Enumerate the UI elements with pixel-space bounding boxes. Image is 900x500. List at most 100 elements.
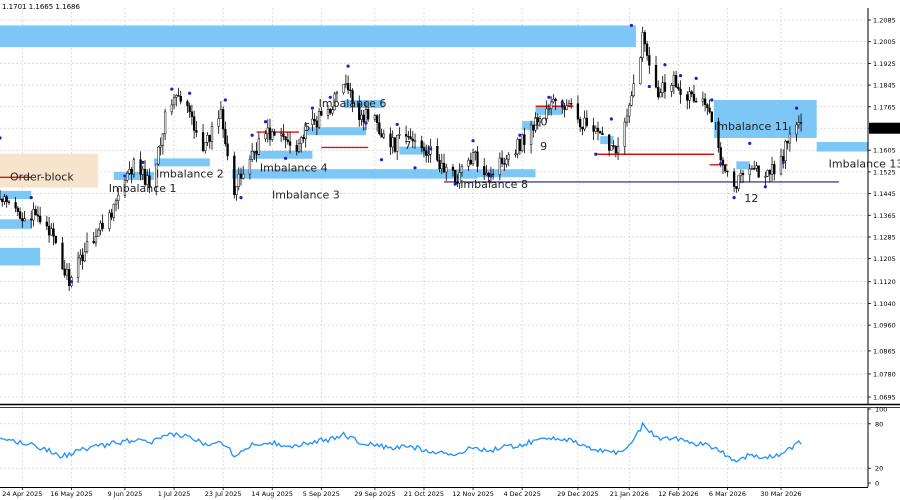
fractal-marker bbox=[239, 196, 243, 200]
candle-body bbox=[329, 109, 332, 114]
candle-body bbox=[45, 221, 49, 227]
candle-body bbox=[623, 121, 626, 147]
zone-label: Imbalance 8 bbox=[460, 178, 528, 191]
zone-label: Imbalance 11 bbox=[714, 120, 789, 133]
candle-body bbox=[288, 141, 292, 146]
candle-body bbox=[690, 91, 693, 95]
imbalance-zone bbox=[736, 161, 750, 170]
candle-body bbox=[686, 94, 689, 101]
candle-body bbox=[210, 126, 214, 142]
price-tick-label: 1.1285 bbox=[873, 233, 896, 241]
candle-body bbox=[175, 95, 178, 98]
candle-body bbox=[63, 268, 66, 276]
candle-body bbox=[195, 130, 198, 133]
candle-body bbox=[757, 165, 760, 178]
candle-body bbox=[76, 257, 80, 278]
candle-body bbox=[610, 145, 613, 151]
candle-body bbox=[284, 136, 287, 141]
candle-body bbox=[547, 108, 551, 110]
price-tick-label: 1.1605 bbox=[873, 147, 896, 155]
date-tick-label: 6 Mar 2026 bbox=[709, 490, 746, 498]
candle-body bbox=[128, 169, 131, 174]
candle-body bbox=[703, 98, 707, 105]
candle-body bbox=[226, 143, 229, 157]
candle-body bbox=[326, 109, 330, 116]
time-axis: 24 Apr 2025 16 May 2025 9 Jun 2025 1 Jul 20… bbox=[2, 487, 802, 498]
candle-body bbox=[507, 154, 510, 160]
candle-body bbox=[467, 159, 470, 167]
candle-body bbox=[532, 124, 535, 131]
date-tick-label: 5 Sep 2025 bbox=[303, 490, 340, 498]
fractal-marker bbox=[250, 133, 254, 137]
candle-body bbox=[250, 151, 254, 160]
fractal-marker bbox=[678, 74, 683, 78]
candle-body bbox=[735, 186, 738, 189]
candle-body bbox=[411, 138, 414, 142]
candle-body bbox=[201, 132, 205, 151]
candle-body bbox=[692, 93, 696, 102]
candle-body bbox=[436, 146, 439, 161]
candle-body bbox=[179, 95, 182, 102]
candle-body bbox=[648, 55, 651, 66]
candle-body bbox=[523, 134, 526, 145]
candle-body bbox=[538, 118, 542, 123]
candle-body bbox=[36, 214, 40, 217]
candle-body bbox=[206, 135, 209, 143]
candle-body bbox=[630, 95, 633, 106]
price-tick-label: 1.1845 bbox=[873, 82, 896, 90]
candle-body bbox=[362, 114, 365, 123]
fractal-marker bbox=[379, 158, 384, 162]
candle-body bbox=[474, 151, 477, 153]
fractal-markers bbox=[0, 23, 799, 284]
zone-label: Imbalance 4 bbox=[260, 162, 328, 175]
candle-body bbox=[18, 211, 22, 219]
fractal-marker bbox=[284, 156, 288, 160]
current-price-tag-text: 1.1686 bbox=[873, 125, 896, 133]
fractal-marker bbox=[471, 139, 475, 143]
fractal-marker bbox=[719, 162, 723, 166]
candle-body bbox=[255, 151, 258, 155]
candle-body bbox=[483, 166, 486, 176]
imbalance-zone bbox=[399, 146, 431, 155]
candle-body bbox=[295, 145, 298, 152]
candle-body bbox=[39, 215, 42, 223]
zone-label: 10 bbox=[534, 116, 548, 129]
date-tick-label: 16 May 2025 bbox=[50, 490, 92, 498]
candle-body bbox=[674, 75, 678, 88]
candle-body bbox=[784, 140, 787, 161]
candle-body bbox=[612, 145, 615, 147]
candle-body bbox=[518, 139, 522, 151]
candle-body bbox=[242, 173, 245, 179]
candle-body bbox=[367, 109, 370, 120]
candle-body bbox=[248, 159, 252, 175]
zone-label: Order-block bbox=[10, 171, 74, 184]
imbalance-zone bbox=[0, 247, 41, 266]
candle-body bbox=[52, 228, 55, 237]
fractal-marker bbox=[629, 23, 634, 28]
candle-body bbox=[358, 103, 361, 120]
date-tick-label: 12 Feb 2026 bbox=[658, 490, 698, 498]
candle-body bbox=[32, 209, 35, 221]
candle-body bbox=[643, 32, 647, 45]
zone-label: Imbalance 2 bbox=[156, 168, 224, 181]
candle-body bbox=[632, 83, 635, 97]
candle-body bbox=[592, 125, 595, 132]
candle-body bbox=[257, 138, 260, 155]
candle-body bbox=[30, 218, 33, 221]
candle-body bbox=[396, 135, 399, 152]
candle-body bbox=[159, 145, 162, 148]
candle-body bbox=[378, 122, 381, 135]
candle-body bbox=[799, 122, 803, 124]
candle-body bbox=[565, 105, 568, 110]
candle-body bbox=[505, 158, 508, 165]
price-tick-label: 1.2085 bbox=[873, 17, 896, 25]
fractal-marker bbox=[123, 174, 127, 178]
candle-body bbox=[172, 97, 176, 106]
candle-body bbox=[407, 135, 410, 138]
fractal-marker bbox=[748, 141, 752, 146]
candle-body bbox=[661, 82, 664, 93]
candle-body bbox=[717, 121, 720, 148]
candle-body bbox=[264, 133, 267, 140]
candle-body bbox=[380, 133, 383, 138]
